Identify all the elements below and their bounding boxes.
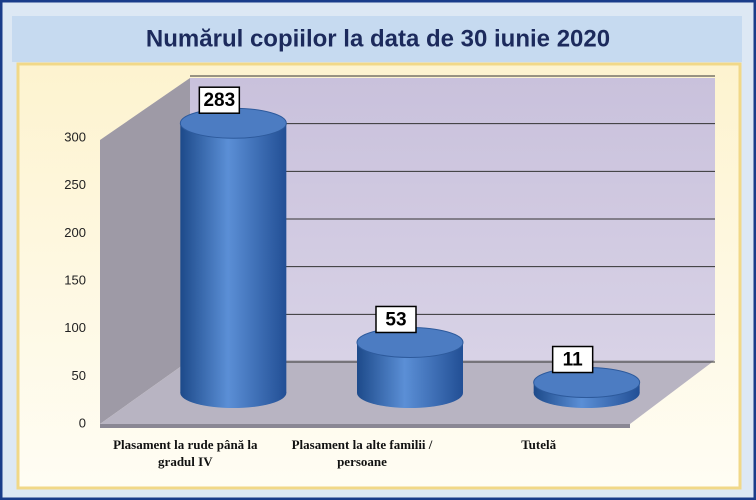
- y-tick-label: 250: [64, 177, 86, 192]
- value-label-box: [375, 305, 417, 334]
- floor-edge: [100, 424, 630, 428]
- y-tick-label: 150: [64, 272, 86, 287]
- y-tick-label: 100: [64, 320, 86, 335]
- value-label-box: [198, 86, 241, 114]
- y-tick-label: 300: [64, 129, 86, 144]
- x-tick-label: Tutelă: [521, 437, 557, 452]
- value-label-box: [551, 345, 594, 374]
- left-wall: [100, 78, 190, 424]
- cylinder-bottom: [180, 378, 287, 408]
- cylinder-bottom: [357, 378, 463, 408]
- x-tick-label: Plasament la alte familii / persoane: [291, 437, 433, 469]
- y-tick-label: 50: [72, 368, 86, 383]
- value-label: 283: [203, 90, 235, 111]
- chart-title: Numărul copiilor la data de 30 iunie 202…: [146, 25, 610, 52]
- cylinder-body: [180, 123, 287, 393]
- y-tick-label: 0: [79, 415, 86, 430]
- y-tick-label: 200: [64, 225, 86, 240]
- x-tick-label: Plasament la rude până la gradul IV: [113, 437, 258, 469]
- value-label: 53: [385, 309, 406, 330]
- value-label: 11: [563, 350, 584, 371]
- title-banner: [12, 16, 742, 62]
